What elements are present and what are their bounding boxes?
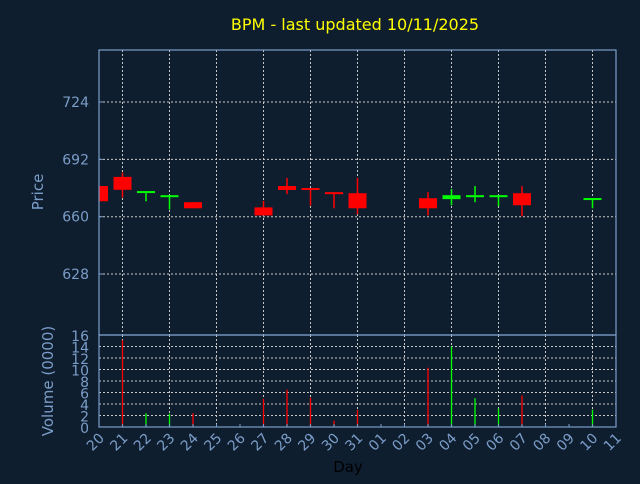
- candle-body: [99, 186, 108, 202]
- candle-body: [254, 207, 273, 216]
- volume-tick-label: 16: [71, 329, 89, 345]
- volume-tick-label: 8: [80, 375, 89, 391]
- x-axis-label: Day: [333, 458, 363, 476]
- price-tick-label: 692: [62, 152, 89, 168]
- axes: [98, 49, 617, 428]
- volume-bars: [121, 340, 594, 427]
- x-tick-label: 11: [601, 431, 625, 455]
- volume-tick-label: 10: [71, 364, 89, 380]
- candle-body: [184, 202, 202, 209]
- x-tick-label: 27: [248, 431, 272, 455]
- volume-tick-label: 14: [71, 341, 89, 357]
- candle-body: [583, 198, 602, 201]
- x-tick-label: 21: [107, 431, 131, 455]
- volume-tick-label: 2: [80, 410, 89, 426]
- volume-axis-label: Volume (0000): [39, 326, 57, 436]
- candle-body: [348, 193, 367, 209]
- x-tick-label: 30: [319, 431, 343, 455]
- candle-body: [301, 188, 320, 191]
- candle-body: [513, 193, 531, 206]
- candle-body: [160, 195, 179, 198]
- chart-title: BPM - last updated 10/11/2025: [231, 15, 479, 34]
- price-tick-label: 660: [62, 210, 89, 226]
- price-axis-label: Price: [29, 174, 47, 211]
- candle-body: [278, 186, 296, 190]
- x-tick-label: 09: [554, 431, 578, 455]
- x-tick-label: 24: [178, 430, 202, 454]
- x-tick-label: 22: [131, 431, 155, 455]
- volume-tick-label: 6: [80, 387, 89, 403]
- candle-body: [325, 192, 343, 195]
- candles: [99, 172, 602, 217]
- candle-body: [137, 191, 155, 194]
- candle-body: [489, 195, 508, 198]
- x-tick-label: 05: [460, 431, 484, 455]
- x-tick-label: 25: [201, 431, 225, 455]
- x-tick-label: 28: [272, 431, 296, 455]
- x-tick-label: 23: [154, 431, 178, 455]
- price-grid: [99, 50, 616, 335]
- price-tick-label: 724: [62, 95, 89, 111]
- x-tick-label: 04: [436, 430, 460, 454]
- candle-body: [466, 195, 484, 198]
- x-tick-label: 10: [577, 431, 601, 455]
- tick-labels: 20 21 22 23 24 25 26 27 28 29 30 31 01 02 03 04 05 06 07 08…: [62, 95, 625, 454]
- x-tick-label: 08: [530, 431, 554, 455]
- x-tick-label: 07: [507, 431, 531, 455]
- price-tick-label: 628: [62, 267, 89, 283]
- x-tick-label: 31: [342, 431, 366, 455]
- volume-tick-label: 12: [71, 352, 89, 368]
- candle-body: [113, 176, 132, 190]
- x-tick-label: 26: [225, 430, 249, 454]
- candle-body: [442, 195, 461, 200]
- candle-body: [419, 198, 437, 209]
- x-tick-label: 03: [413, 431, 437, 455]
- volume-tick-label: 0: [80, 421, 89, 437]
- x-tick-label: 02: [389, 431, 413, 455]
- x-tick-label: 06: [483, 430, 507, 454]
- x-tick-label: 01: [366, 431, 390, 455]
- x-tick-label: 29: [295, 431, 319, 455]
- volume-tick-label: 4: [80, 398, 89, 414]
